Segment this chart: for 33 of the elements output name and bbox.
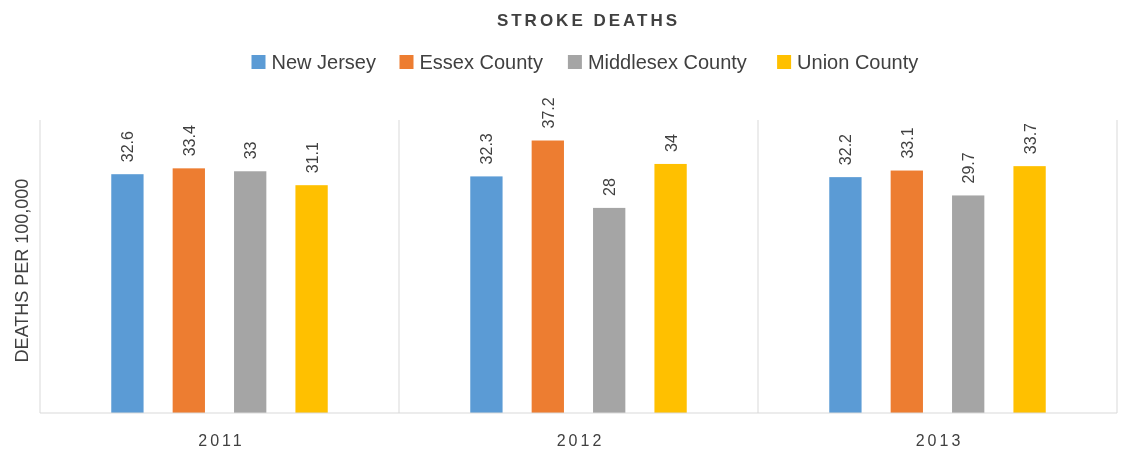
bar <box>890 170 923 413</box>
legend-label: Union County <box>797 51 919 73</box>
x-tick-label: 2013 <box>915 432 964 449</box>
data-label: 28 <box>601 178 619 196</box>
data-label: 33.4 <box>180 125 198 157</box>
data-label: 31.1 <box>303 141 321 174</box>
data-label: 34 <box>662 134 680 152</box>
data-label: 32.3 <box>478 133 496 165</box>
legend-label: Essex County <box>419 51 543 73</box>
data-label: 32.6 <box>119 130 137 163</box>
bar <box>829 177 862 413</box>
bar <box>531 140 564 413</box>
bar <box>593 207 626 413</box>
bar <box>1013 166 1046 413</box>
data-label: 32.2 <box>837 133 855 166</box>
data-label: 33.1 <box>898 127 916 159</box>
bar <box>654 163 687 413</box>
x-tick-label: 2012 <box>556 432 605 449</box>
data-label: 33.7 <box>1021 122 1039 155</box>
bar <box>952 195 985 413</box>
x-tick-label: 2011 <box>198 432 245 449</box>
data-label: 29.7 <box>960 152 978 184</box>
bar <box>111 174 144 413</box>
bar <box>470 176 503 413</box>
bar <box>172 168 205 413</box>
bar <box>295 185 328 413</box>
legend-label: New Jersey <box>271 51 376 73</box>
data-label: 33 <box>242 141 260 160</box>
bar <box>234 171 267 413</box>
chart-title: STROKE DEATHS <box>496 11 681 30</box>
legend-label: Middlesex County <box>587 51 747 73</box>
y-axis-title: DEATHS PER 100,000 <box>12 178 32 363</box>
data-label: 37.2 <box>539 97 557 129</box>
